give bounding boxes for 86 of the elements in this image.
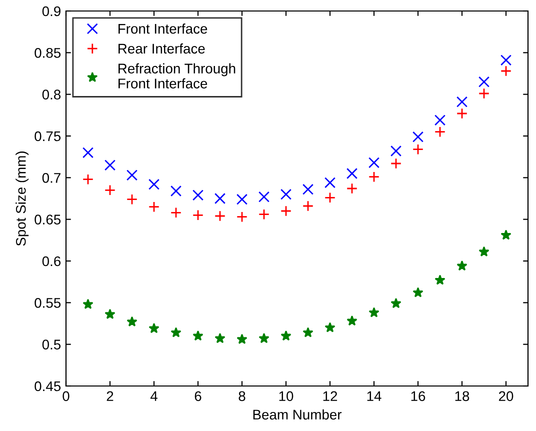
point xyxy=(82,174,94,185)
x-tick-label: 14 xyxy=(367,391,382,401)
point xyxy=(456,108,468,120)
point xyxy=(126,170,138,181)
x-tick-label: 20 xyxy=(498,391,514,402)
point xyxy=(390,298,402,308)
point xyxy=(368,307,380,318)
x-tick-label: 16 xyxy=(411,391,426,402)
legend-label: Refraction Through Front Interface xyxy=(118,63,236,88)
point xyxy=(478,246,490,256)
point xyxy=(104,184,116,196)
point xyxy=(104,160,116,171)
point xyxy=(478,76,490,88)
point xyxy=(412,131,424,142)
y-tick-label: 0.45 xyxy=(34,381,61,392)
point xyxy=(148,201,160,212)
point xyxy=(82,298,94,309)
point xyxy=(434,274,446,285)
point xyxy=(500,230,512,240)
legend-label: Rear Interface xyxy=(118,43,205,54)
point xyxy=(192,330,204,341)
x-tick-label: 0 xyxy=(62,391,70,402)
x-tick-label: 6 xyxy=(194,391,202,402)
point xyxy=(192,190,204,201)
point xyxy=(82,147,94,158)
x-tick-label: 18 xyxy=(455,391,470,402)
point xyxy=(390,158,402,170)
point xyxy=(170,207,182,218)
point xyxy=(412,287,424,298)
point xyxy=(214,332,226,344)
point xyxy=(456,260,468,271)
point xyxy=(302,327,314,338)
y-tick-label: 0.9 xyxy=(42,6,60,16)
x-axis-title: Beam Number xyxy=(253,409,342,420)
point xyxy=(324,192,336,204)
point xyxy=(170,327,182,338)
point xyxy=(346,168,358,180)
x-tick-label: 8 xyxy=(238,391,246,402)
point xyxy=(192,210,204,221)
point xyxy=(258,208,270,220)
point xyxy=(104,308,116,319)
point xyxy=(302,184,314,195)
point xyxy=(500,65,512,77)
point xyxy=(170,185,182,197)
point xyxy=(280,205,292,217)
y-tick-label: 0.7 xyxy=(42,173,60,183)
point xyxy=(434,114,446,126)
point xyxy=(346,182,358,194)
y-axis-title: Spot Size (mm) xyxy=(16,152,29,246)
point xyxy=(236,211,248,222)
point xyxy=(412,144,424,155)
x-tick-label: 10 xyxy=(279,391,294,402)
point xyxy=(258,332,270,344)
point xyxy=(258,191,270,202)
point xyxy=(236,334,248,344)
legend-label: Front Interface xyxy=(118,24,208,34)
y-tick-label: 0.6 xyxy=(42,256,61,266)
point xyxy=(456,96,468,108)
point xyxy=(302,200,314,212)
point xyxy=(214,192,226,204)
x-tick-label: 4 xyxy=(150,391,158,401)
point xyxy=(236,194,248,205)
y-tick-label: 0.55 xyxy=(34,298,61,308)
point xyxy=(148,178,160,190)
point xyxy=(324,322,336,332)
y-tick-label: 0.65 xyxy=(34,214,61,225)
point xyxy=(126,316,138,326)
y-tick-label: 0.85 xyxy=(34,48,61,58)
y-tick-label: 0.8 xyxy=(42,90,61,100)
point xyxy=(214,210,226,222)
point xyxy=(280,330,292,341)
point xyxy=(280,188,292,200)
y-tick-label: 0.75 xyxy=(34,131,61,142)
point xyxy=(478,88,490,100)
point xyxy=(346,315,358,326)
point xyxy=(434,126,446,138)
point xyxy=(324,177,336,188)
x-tick-label: 12 xyxy=(323,391,338,401)
point xyxy=(368,157,380,168)
y-tick-label: 0.5 xyxy=(42,340,61,350)
point xyxy=(390,145,402,157)
point xyxy=(368,171,380,182)
x-tick-label: 2 xyxy=(106,391,114,401)
point xyxy=(500,54,512,66)
point xyxy=(148,322,160,334)
point xyxy=(126,194,138,205)
